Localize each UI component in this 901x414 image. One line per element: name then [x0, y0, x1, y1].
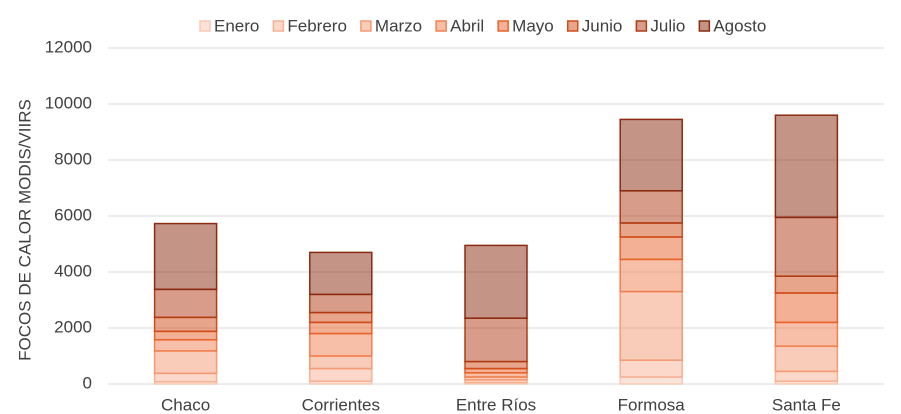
legend-swatch	[272, 20, 285, 32]
legend-label: Enero	[214, 16, 259, 35]
y-tick-label: 0	[83, 373, 92, 392]
bar-segment	[619, 222, 683, 238]
y-tick-label: 4000	[54, 261, 92, 280]
bar-segment	[153, 372, 218, 383]
legend-label: Marzo	[375, 16, 422, 35]
bar-segment	[774, 370, 839, 382]
bar-segment	[153, 350, 218, 375]
bar-segment	[309, 293, 373, 314]
bar-segment	[153, 339, 218, 352]
legend-swatch	[635, 20, 648, 32]
x-tick-label: Santa Fe	[772, 395, 841, 414]
bar-segment	[309, 367, 373, 382]
legend-label: Abril	[450, 16, 484, 35]
bar-segment	[619, 190, 683, 224]
bar-segment	[774, 345, 839, 373]
bar-segment	[153, 330, 218, 341]
bar-segment	[774, 321, 839, 347]
x-tick-label: Formosa	[618, 395, 686, 414]
legend-label: Febrero	[287, 16, 347, 35]
legend-label: Mayo	[512, 16, 554, 35]
legend-swatch	[199, 20, 211, 32]
bar-segment	[619, 376, 683, 385]
legend-swatch	[698, 20, 711, 32]
bar-segment	[774, 216, 839, 277]
bar-segment	[464, 360, 528, 370]
bar-segment	[619, 118, 683, 192]
legend-swatch	[435, 20, 447, 32]
x-tick-label: Entre Ríos	[456, 395, 536, 414]
bar-segment	[309, 311, 373, 324]
bar-segment	[619, 236, 683, 261]
legend-swatch	[566, 20, 579, 32]
bar-segment	[619, 290, 683, 361]
y-tick-label: 8000	[54, 149, 92, 168]
bar-segment	[774, 292, 839, 324]
y-tick-label: 6000	[54, 205, 92, 224]
y-tick-label: 12000	[45, 37, 92, 56]
x-tick-label: Chaco	[161, 395, 210, 414]
y-axis-title: FOCOS DE CALOR MODIS/VIIRS	[15, 99, 34, 361]
bar-segment	[309, 251, 373, 296]
bar-segment	[464, 244, 528, 319]
bar-segment	[309, 355, 373, 370]
legend-label: Junio	[582, 16, 623, 35]
bar-segment	[309, 321, 373, 335]
bar-segment	[774, 275, 839, 294]
bar-segment	[309, 332, 373, 357]
bar-segment	[464, 317, 528, 363]
x-tick-label: Corrientes	[302, 395, 380, 414]
bar-segment	[153, 222, 218, 291]
y-tick-label: 2000	[54, 317, 92, 336]
bar-segment	[774, 114, 839, 219]
bar-segment	[153, 316, 218, 333]
bar-segment	[619, 359, 683, 378]
legend-swatch	[497, 20, 509, 32]
legend-swatch	[360, 20, 372, 32]
legend-label: Agosto	[713, 16, 766, 35]
y-tick-label: 10000	[45, 93, 92, 112]
legend-label: Julio	[650, 16, 685, 35]
bar-segment	[619, 258, 683, 293]
bar-segment	[153, 288, 218, 319]
